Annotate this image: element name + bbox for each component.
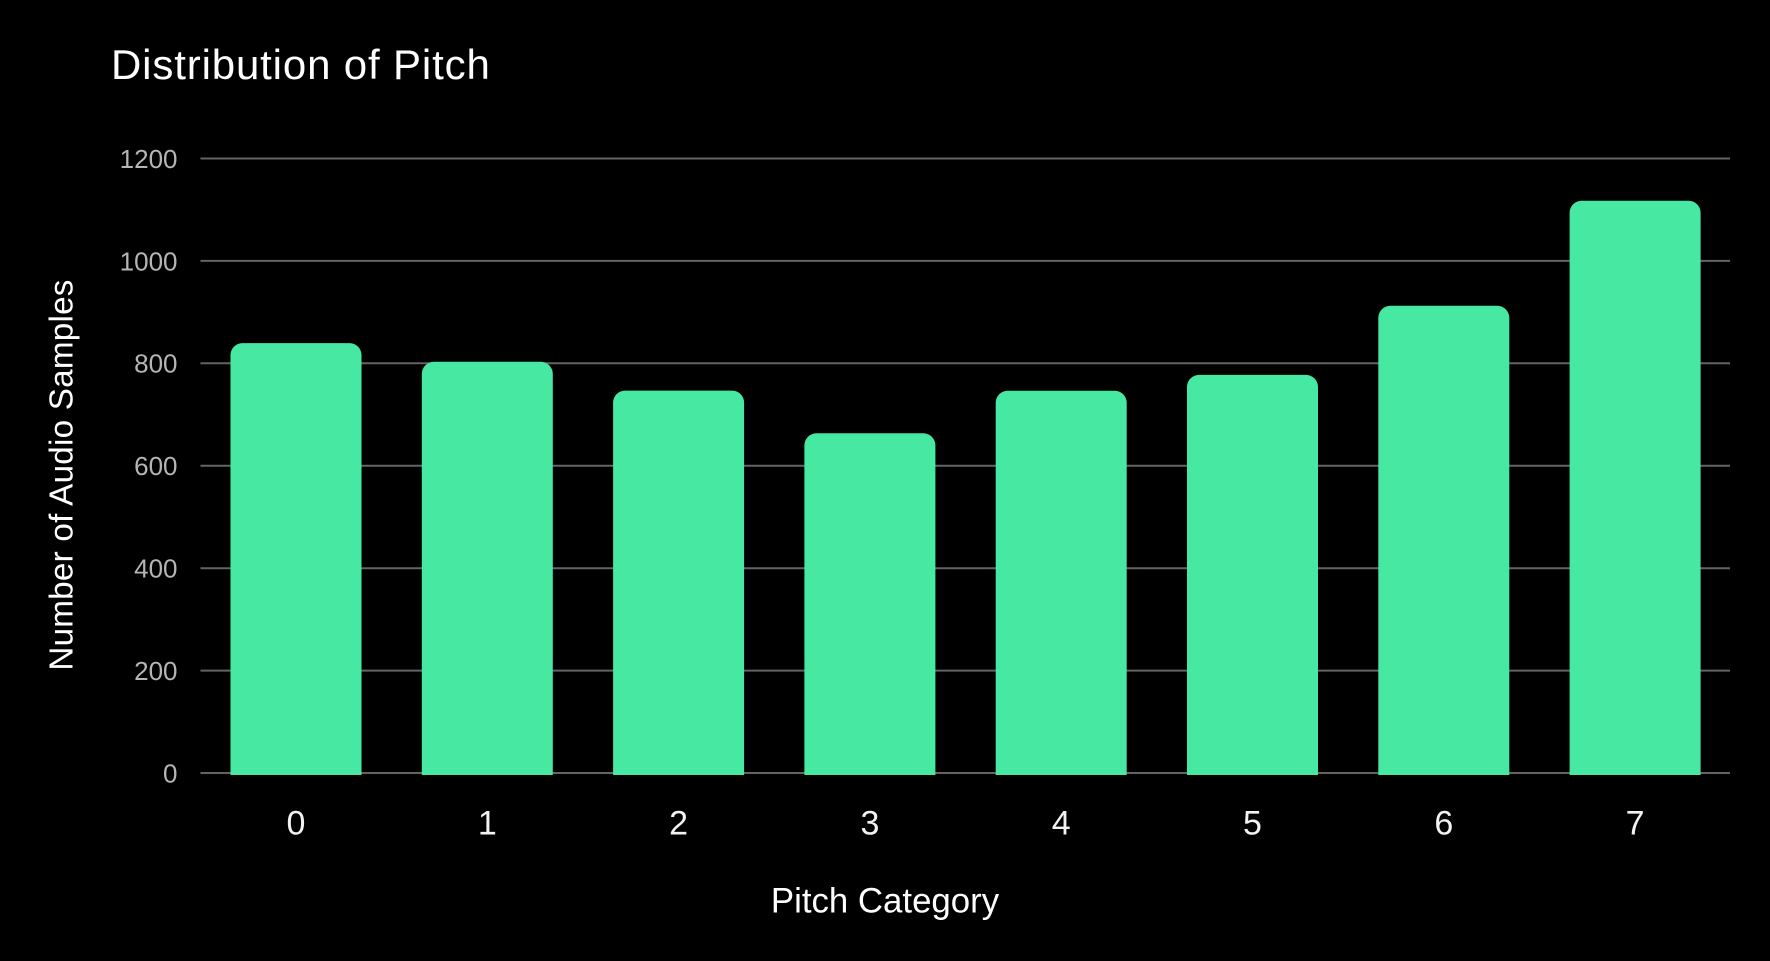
svg-text:Number of Audio Samples: Number of Audio Samples bbox=[44, 279, 81, 670]
svg-text:Distribution of Pitch: Distribution of Pitch bbox=[111, 41, 491, 88]
svg-text:7: 7 bbox=[1626, 804, 1645, 842]
svg-text:Pitch Category: Pitch Category bbox=[771, 882, 1000, 921]
svg-text:600: 600 bbox=[134, 451, 177, 481]
svg-text:6: 6 bbox=[1434, 804, 1453, 842]
svg-text:4: 4 bbox=[1052, 804, 1071, 842]
svg-text:800: 800 bbox=[134, 349, 177, 379]
svg-text:1200: 1200 bbox=[120, 144, 178, 174]
svg-text:2: 2 bbox=[669, 804, 688, 842]
svg-text:0: 0 bbox=[287, 804, 306, 842]
svg-text:5: 5 bbox=[1243, 804, 1262, 842]
svg-text:3: 3 bbox=[860, 804, 879, 842]
svg-text:1: 1 bbox=[478, 804, 497, 842]
svg-text:1000: 1000 bbox=[120, 246, 178, 276]
svg-text:400: 400 bbox=[134, 554, 177, 584]
svg-text:200: 200 bbox=[134, 656, 177, 686]
svg-text:0: 0 bbox=[163, 758, 177, 788]
